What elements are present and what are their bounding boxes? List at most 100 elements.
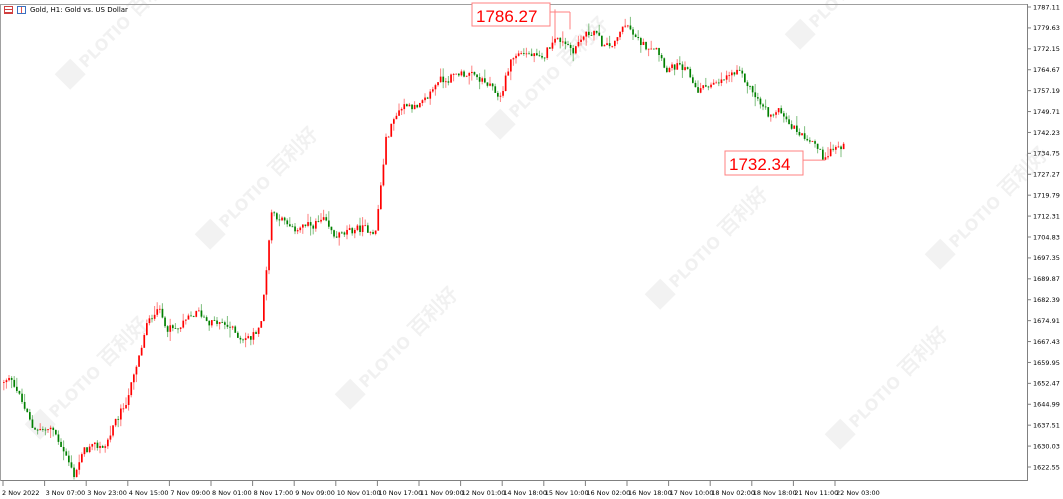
candle — [720, 72, 723, 87]
candle — [697, 80, 699, 94]
high-marker-box — [471, 2, 551, 27]
candle-body — [8, 377, 10, 381]
candle-body — [525, 53, 528, 55]
svg-text:百利好: 百利好 — [263, 122, 322, 181]
candle — [218, 321, 221, 330]
candle — [346, 225, 348, 240]
svg-text:百利好: 百利好 — [553, 12, 612, 71]
candle-body — [624, 25, 627, 27]
candle-body — [426, 97, 429, 99]
candle — [689, 66, 692, 79]
candle — [146, 319, 148, 336]
candle-body — [608, 43, 611, 47]
candle — [62, 440, 65, 461]
candle — [434, 83, 437, 96]
candle-body — [237, 332, 239, 338]
candle — [276, 212, 278, 222]
candle — [681, 61, 684, 78]
candle — [447, 75, 450, 86]
svg-text:PLOTIO: PLOTIO — [355, 332, 415, 392]
candle — [247, 333, 250, 339]
chart-grid-icon[interactable] — [4, 6, 13, 14]
candle-body — [143, 334, 146, 348]
price-tick-label: 1764.67 — [1033, 66, 1060, 74]
candle — [153, 306, 156, 321]
time-tick-label: 15 Nov 10:00 — [545, 489, 589, 497]
candle-body — [637, 37, 640, 39]
candle-body — [195, 311, 198, 317]
candle-body — [29, 412, 31, 420]
candle — [432, 86, 434, 93]
candle-body — [348, 228, 351, 230]
chart-title-bar: Gold, H1: Gold vs. US Dollar — [4, 6, 128, 14]
candle — [335, 231, 338, 239]
candle-body — [562, 41, 564, 43]
candle-body — [411, 104, 413, 110]
candle-body — [731, 72, 733, 76]
candle — [8, 374, 10, 382]
candle-body — [96, 442, 99, 448]
candle — [754, 83, 757, 107]
candle-body — [801, 133, 803, 136]
candle-body — [536, 53, 538, 56]
candle — [86, 447, 88, 454]
candle-body — [94, 442, 96, 445]
time-tick-label: 11 Nov 09:00 — [420, 489, 464, 497]
candle — [517, 50, 520, 57]
price-axis[interactable]: 1787.11 1779.63 1772.15 1764.67 1757.19 1749.… — [1027, 3, 1060, 471]
svg-text:PLOTIO: PLOTIO — [845, 372, 905, 432]
candle-body — [751, 86, 754, 93]
candle-body — [70, 462, 73, 468]
candle-body — [296, 230, 299, 232]
candle-body — [715, 82, 718, 84]
candle — [364, 219, 367, 227]
candle-body — [806, 138, 809, 141]
candle — [317, 215, 320, 223]
candle-body — [478, 77, 481, 82]
candle — [101, 444, 104, 448]
chart-type-icon[interactable] — [17, 6, 26, 14]
candle — [359, 217, 361, 236]
time-axis[interactable]: 2 Nov 2022 3 Nov 07:00 3 Nov 23:00 4 Nov 15… — [2, 481, 880, 497]
candle — [556, 37, 559, 40]
candle — [125, 397, 127, 409]
candle — [138, 355, 140, 367]
candle — [273, 211, 276, 217]
candle — [842, 142, 845, 150]
candle-body — [213, 320, 216, 321]
candle — [619, 31, 621, 40]
candle — [499, 92, 502, 102]
candle-body — [793, 125, 796, 129]
candle-body — [816, 143, 819, 149]
candle — [577, 35, 580, 48]
candle-body — [416, 104, 419, 108]
candle — [226, 315, 229, 329]
candle-body — [398, 110, 400, 116]
candle-body — [367, 225, 369, 233]
candle-body — [421, 100, 424, 104]
candle-body — [689, 68, 692, 78]
price-tick-label: 1644.99 — [1033, 401, 1060, 409]
candle-body — [777, 108, 780, 113]
candle — [478, 73, 481, 90]
candle — [208, 320, 211, 331]
candle-body — [832, 148, 835, 150]
candle-body — [341, 232, 343, 234]
candle — [809, 137, 811, 144]
candle — [34, 426, 36, 430]
candle — [198, 307, 200, 312]
candle — [356, 223, 359, 232]
svg-text:百利好: 百利好 — [403, 282, 462, 341]
candle — [185, 319, 187, 325]
candle — [803, 126, 806, 141]
price-tick-label: 1749.71 — [1033, 108, 1060, 116]
candle — [660, 52, 663, 62]
candle — [554, 9, 556, 46]
candle-body — [676, 63, 679, 70]
candle-body — [31, 419, 34, 428]
candle — [231, 325, 234, 330]
candle — [723, 79, 725, 81]
candle-body — [783, 113, 785, 117]
